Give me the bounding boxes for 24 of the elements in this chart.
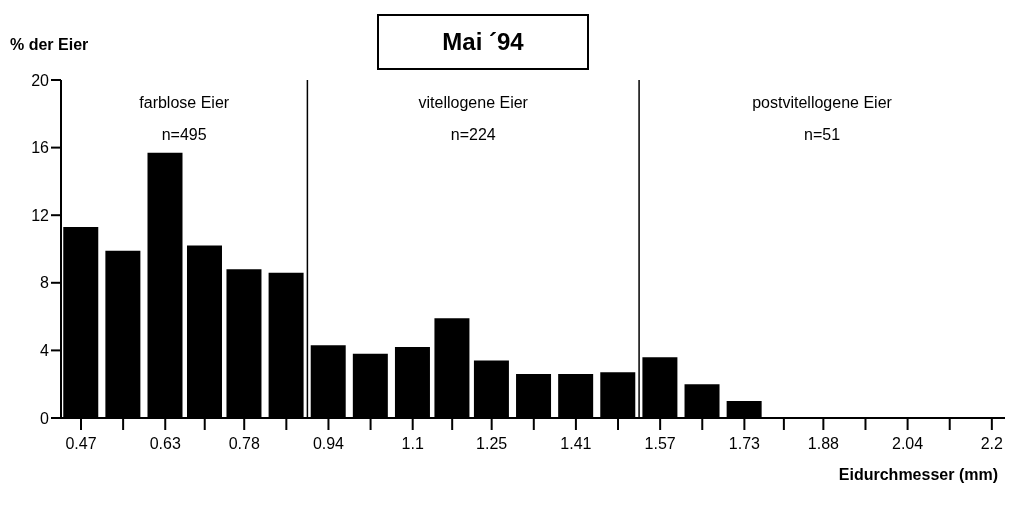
y-tick-label: 8 [40, 274, 50, 292]
y-tick-label: 4 [40, 342, 50, 360]
x-tick-label: 1.57 [644, 435, 676, 453]
chart-title: Mai ´94 [377, 14, 589, 70]
x-tick-label: 1.1 [401, 435, 424, 453]
y-tick-label: 20 [31, 71, 50, 89]
y-tick-label: 16 [31, 139, 50, 157]
y-tick-label: 0 [40, 409, 50, 427]
x-tick-label: 0.78 [228, 435, 260, 453]
y-tick-label: 12 [31, 206, 50, 224]
x-tick-label: 0.94 [312, 435, 345, 453]
x-tick-label: 2.2 [980, 435, 1004, 453]
x-tick-label: 1.41 [560, 435, 592, 453]
x-axis-title: Eidurchmesser (mm) [838, 466, 998, 484]
x-tick-label: 1.25 [476, 435, 508, 453]
x-tick-label: 1.73 [728, 435, 761, 453]
x-tick-label: 0.47 [65, 435, 97, 453]
x-tick-label: 1.88 [807, 435, 840, 453]
x-tick-label: 0.63 [149, 435, 181, 453]
x-tick-label: 2.04 [892, 435, 924, 453]
y-axis-title: % der Eier [10, 36, 89, 54]
annotation: farblose Eier n=495 [139, 94, 230, 143]
annotation: vitellogene Eier n=224 [418, 94, 529, 143]
annotation: postvitellogene Eier n=51 [752, 94, 893, 143]
